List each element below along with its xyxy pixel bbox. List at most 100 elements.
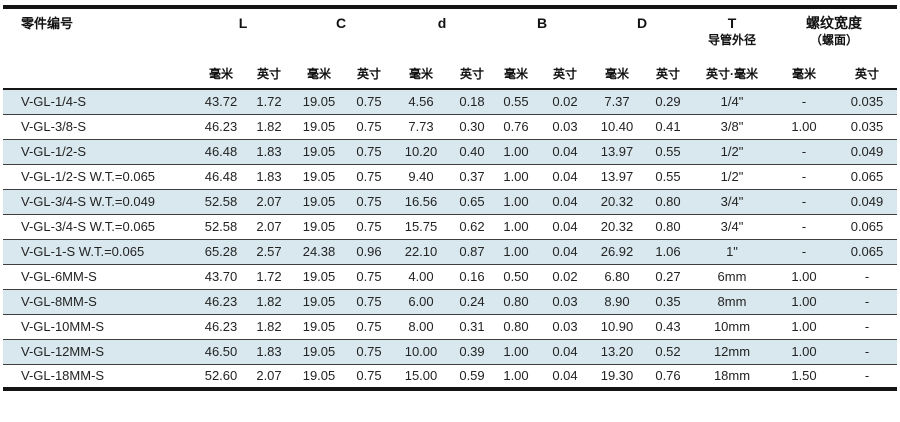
table-row: V-GL-12MM-S 46.50 1.83 19.05 0.75 10.00 0.39 1.… bbox=[3, 339, 897, 364]
part-number-cell: V-GL-3/8-S bbox=[21, 119, 87, 134]
value-cell: 19.05 bbox=[302, 94, 336, 110]
value-cell: 0.04 bbox=[552, 368, 578, 384]
value-cell: 3/8" bbox=[720, 119, 744, 134]
value-cell: 0.75 bbox=[356, 368, 382, 384]
value-cell: 19.05 bbox=[302, 169, 336, 184]
value-cell: 24.38 bbox=[302, 244, 336, 259]
part-number-cell: V-GL-12MM-S bbox=[21, 344, 105, 359]
value-cell: 13.97 bbox=[600, 144, 634, 159]
value-cell: 43.70 bbox=[204, 269, 238, 284]
value-cell: - bbox=[801, 244, 807, 259]
value-cell: 26.92 bbox=[600, 244, 634, 259]
value-cell: 19.05 bbox=[302, 144, 336, 159]
unit-C-inch: 英寸 bbox=[356, 67, 381, 81]
value-cell: 0.40 bbox=[459, 144, 485, 159]
value-cell: 46.50 bbox=[204, 344, 238, 359]
value-cell: 19.05 bbox=[302, 294, 336, 309]
value-cell: 1.00 bbox=[503, 244, 529, 259]
column-header-part-number: 零件编号 bbox=[21, 16, 74, 31]
part-number-cell: V-GL-18MM-S bbox=[21, 368, 105, 384]
value-cell: 0.75 bbox=[356, 119, 382, 134]
table-row: V-GL-10MM-S 46.23 1.82 19.05 0.75 8.00 0.31 0.8… bbox=[3, 314, 897, 339]
column-header-thread-width-sublabel: （螺面） bbox=[809, 33, 858, 47]
value-cell: 1.83 bbox=[256, 169, 282, 184]
value-cell: 0.75 bbox=[356, 194, 382, 209]
value-cell: 52.58 bbox=[204, 219, 238, 234]
value-cell: 0.035 bbox=[850, 119, 884, 134]
value-cell: 46.23 bbox=[204, 319, 238, 334]
value-cell: 0.75 bbox=[356, 344, 382, 359]
value-cell: 0.04 bbox=[552, 244, 578, 259]
value-cell: 7.37 bbox=[604, 94, 630, 110]
value-cell: 1/2" bbox=[720, 169, 744, 184]
column-header-B: B bbox=[536, 15, 548, 31]
value-cell: 19.05 bbox=[302, 319, 336, 334]
value-cell: 12mm bbox=[713, 344, 751, 359]
value-cell: 0.55 bbox=[655, 169, 681, 184]
part-number-cell: V-GL-6MM-S bbox=[21, 269, 97, 284]
part-number-cell: V-GL-10MM-S bbox=[21, 319, 105, 334]
value-cell: 1.00 bbox=[791, 269, 817, 284]
value-cell: 0.37 bbox=[459, 169, 485, 184]
value-cell: 18mm bbox=[713, 368, 751, 384]
table-row: V-GL-18MM-S 52.60 2.07 19.05 0.75 15.00 0.59 1.… bbox=[3, 364, 897, 389]
value-cell: 0.049 bbox=[850, 144, 884, 159]
value-cell: 46.48 bbox=[204, 144, 238, 159]
value-cell: 0.87 bbox=[459, 244, 485, 259]
value-cell: 0.76 bbox=[503, 119, 529, 134]
value-cell: 1.00 bbox=[503, 344, 529, 359]
value-cell: - bbox=[801, 94, 807, 110]
column-header-thread-width: 螺纹宽度 （螺面） bbox=[771, 7, 897, 56]
value-cell: 1.00 bbox=[791, 294, 817, 309]
value-cell: 10.90 bbox=[600, 319, 634, 334]
value-cell: 0.75 bbox=[356, 269, 382, 284]
value-cell: 0.03 bbox=[552, 319, 578, 334]
value-cell: 0.80 bbox=[655, 194, 681, 209]
value-cell: 0.31 bbox=[459, 319, 485, 334]
value-cell: - bbox=[864, 294, 870, 309]
value-cell: 1.50 bbox=[791, 368, 817, 384]
column-header-d: d bbox=[437, 15, 447, 31]
value-cell: 52.58 bbox=[204, 194, 238, 209]
value-cell: 1.82 bbox=[256, 294, 282, 309]
value-cell: 0.75 bbox=[356, 144, 382, 159]
part-number-cell: V-GL-3/4-S W.T.=0.049 bbox=[21, 194, 156, 209]
table-header: 零件编号 L C d B D T 导管外径 螺纹宽度 （螺面） 毫米 英寸 毫米… bbox=[3, 7, 897, 89]
column-header-T: T 导管外径 bbox=[693, 7, 771, 56]
value-cell: 0.43 bbox=[655, 319, 681, 334]
value-cell: 1.72 bbox=[256, 94, 282, 110]
value-cell: 19.05 bbox=[302, 119, 336, 134]
value-cell: 0.049 bbox=[850, 194, 884, 209]
value-cell: 0.30 bbox=[459, 119, 485, 134]
value-cell: 1.83 bbox=[256, 144, 282, 159]
value-cell: 46.23 bbox=[204, 294, 238, 309]
value-cell: 0.75 bbox=[356, 94, 382, 110]
value-cell: 7.73 bbox=[408, 119, 434, 134]
value-cell: 0.03 bbox=[552, 294, 578, 309]
value-cell: 0.065 bbox=[850, 169, 884, 184]
value-cell: 6mm bbox=[717, 269, 747, 284]
value-cell: 10.40 bbox=[600, 119, 634, 134]
value-cell: 0.35 bbox=[655, 294, 681, 309]
table-row: V-GL-1/4-S 43.72 1.72 19.05 0.75 4.56 0.18 0.55… bbox=[3, 89, 897, 114]
value-cell: 6.80 bbox=[604, 269, 630, 284]
value-cell: 19.30 bbox=[600, 368, 634, 384]
value-cell: 1.00 bbox=[791, 344, 817, 359]
unit-thread-inch: 英寸 bbox=[854, 67, 879, 81]
value-cell: 4.00 bbox=[408, 269, 434, 284]
table-row: V-GL-1/2-S W.T.=0.065 46.48 1.83 19.05 0.75 9… bbox=[3, 164, 897, 189]
value-cell: 2.57 bbox=[256, 244, 282, 259]
value-cell: 46.48 bbox=[204, 169, 238, 184]
part-number-cell: V-GL-3/4-S W.T.=0.065 bbox=[21, 219, 156, 234]
value-cell: 0.04 bbox=[552, 169, 578, 184]
header-group-row: 零件编号 L C d B D T 导管外径 螺纹宽度 （螺面） bbox=[3, 7, 897, 56]
value-cell: 19.05 bbox=[302, 269, 336, 284]
value-cell: 8.90 bbox=[604, 294, 630, 309]
value-cell: 0.18 bbox=[459, 94, 485, 110]
table-row: V-GL-8MM-S 46.23 1.82 19.05 0.75 6.00 0.24 0.80… bbox=[3, 289, 897, 314]
value-cell: 0.29 bbox=[655, 94, 681, 110]
unit-D-inch: 英寸 bbox=[655, 67, 680, 81]
value-cell: 2.07 bbox=[256, 194, 282, 209]
value-cell: 15.00 bbox=[404, 368, 438, 384]
value-cell: 15.75 bbox=[404, 219, 438, 234]
